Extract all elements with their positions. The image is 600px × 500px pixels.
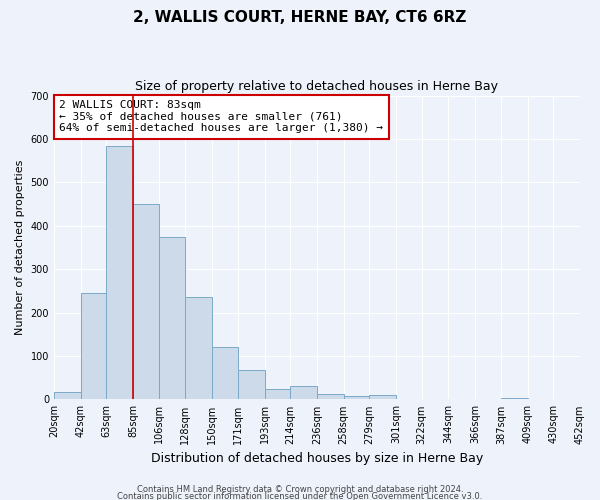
Bar (290, 386, 317, 400)
Bar (133, 204, 158, 400)
Y-axis label: Number of detached properties: Number of detached properties (15, 160, 25, 335)
Title: Size of property relative to detached houses in Herne Bay: Size of property relative to detached ho… (136, 80, 499, 93)
Bar (158, 236, 185, 400)
Text: 2 WALLIS COURT: 83sqm
← 35% of detached houses are smaller (761)
64% of semi-det: 2 WALLIS COURT: 83sqm ← 35% of detached … (59, 100, 383, 134)
Bar (106, 146, 133, 400)
Text: Contains HM Land Registry data © Crown copyright and database right 2024.: Contains HM Land Registry data © Crown c… (137, 486, 463, 494)
Bar (212, 348, 238, 400)
Text: Contains public sector information licensed under the Open Government Licence v3: Contains public sector information licen… (118, 492, 482, 500)
Bar (344, 396, 370, 400)
Bar (501, 398, 527, 400)
Bar (185, 298, 212, 400)
Text: 2, WALLIS COURT, HERNE BAY, CT6 6RZ: 2, WALLIS COURT, HERNE BAY, CT6 6RZ (133, 10, 467, 25)
Bar (81, 293, 106, 400)
Bar (265, 389, 290, 400)
Bar (370, 395, 396, 400)
Bar (54, 392, 81, 400)
Bar (317, 394, 344, 400)
X-axis label: Distribution of detached houses by size in Herne Bay: Distribution of detached houses by size … (151, 452, 483, 465)
Bar (238, 370, 265, 400)
